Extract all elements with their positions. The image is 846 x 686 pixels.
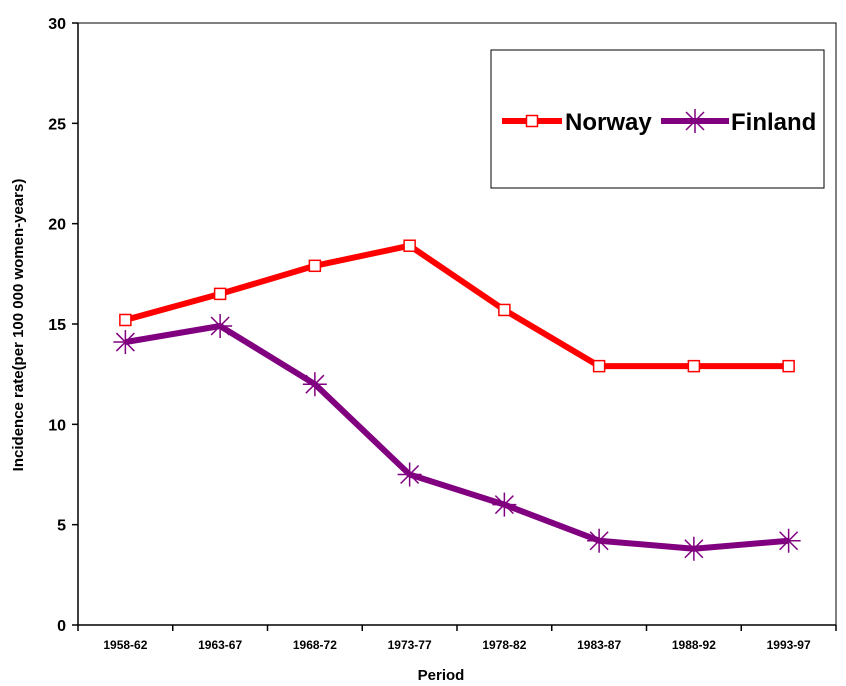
x-tick-labels: 1958-62 1963-67 1968-72 1973-77 1978-82 1983-… — [103, 638, 811, 652]
data-point-finland — [776, 528, 801, 553]
data-point-finland — [397, 462, 422, 487]
axes — [72, 22, 837, 631]
series-norway — [119, 239, 795, 373]
series-line-norway — [124, 242, 789, 370]
legend-label: Finland — [731, 109, 816, 136]
y-tick-label: 5 — [57, 518, 66, 535]
legend-swatch-marker — [525, 114, 539, 128]
data-point-norway — [687, 359, 701, 373]
data-point-norway — [592, 359, 606, 373]
x-tick-label: 1993-97 — [767, 638, 811, 652]
x-tick-label: 1988-92 — [672, 638, 716, 652]
series-line-finland — [124, 323, 789, 552]
y-tick-label: 15 — [48, 317, 66, 334]
y-tick-label: 20 — [48, 217, 66, 234]
data-point-norway — [213, 287, 227, 301]
data-point-finland — [681, 536, 706, 561]
x-axis-title: Period — [418, 667, 465, 684]
data-point-norway — [782, 359, 795, 373]
y-tick-labels: 0 5 10 15 20 25 30 — [48, 16, 66, 635]
x-tick-label: 1978-82 — [482, 638, 526, 652]
x-tick-label: 1983-87 — [577, 638, 621, 652]
y-tick-label: 30 — [48, 16, 66, 33]
y-axis-title: Incidence rate(per 100 000 women-years) — [10, 179, 27, 472]
series-finland — [113, 314, 801, 561]
x-tick-label: 1968-72 — [293, 638, 337, 652]
data-point-finland — [113, 330, 138, 355]
data-point-norway — [498, 303, 511, 317]
data-point-finland — [587, 528, 612, 553]
y-tick-label: 25 — [48, 116, 66, 133]
data-point-finland — [302, 372, 327, 397]
y-tick-label: 10 — [48, 417, 66, 434]
data-point-finland — [208, 314, 233, 339]
legend: Norway Finland — [490, 49, 825, 189]
data-point-finland — [492, 492, 517, 517]
data-point-norway — [308, 259, 322, 273]
x-tick-label: 1973-77 — [388, 638, 432, 652]
x-tick-label: 1958-62 — [103, 638, 147, 652]
x-tick-label: 1963-67 — [198, 638, 242, 652]
legend-swatch-marker — [683, 109, 707, 133]
data-point-norway — [119, 313, 132, 327]
y-tick-label: 0 — [57, 618, 66, 635]
data-point-norway — [403, 239, 416, 252]
legend-entry-norway: Norway — [502, 109, 652, 136]
legend-entry-finland: Finland — [661, 109, 816, 136]
series-layer — [113, 239, 801, 561]
legend-label: Norway — [565, 109, 652, 136]
